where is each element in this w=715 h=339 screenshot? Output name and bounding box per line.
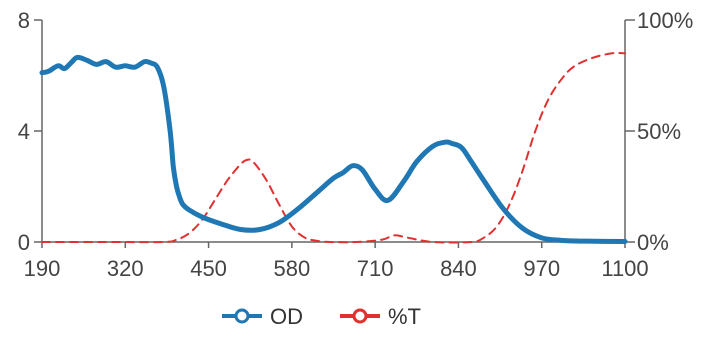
legend-label: %T — [388, 304, 421, 329]
x-tick-label: 710 — [357, 256, 394, 281]
x-tick-label: 840 — [440, 256, 477, 281]
series-line-transmission — [41, 51, 626, 244]
right-y-tick-label: 50% — [637, 119, 681, 144]
series-line-od — [39, 54, 628, 244]
x-tick-label: 190 — [24, 256, 61, 281]
x-tick-label: 450 — [190, 256, 227, 281]
right-y-tick-label: 100% — [637, 8, 693, 33]
left-y-tick-label: 4 — [18, 119, 30, 144]
legend: OD %T — [222, 304, 421, 329]
left-y-tick-label: 0 — [18, 230, 30, 255]
x-tick-label: 970 — [523, 256, 560, 281]
right-y-tick-label: 0% — [637, 230, 669, 255]
left-y-tick-label: 8 — [18, 8, 30, 33]
x-tick-label: 320 — [107, 256, 144, 281]
legend-marker-icon — [352, 308, 368, 324]
legend-label: OD — [270, 304, 303, 329]
ticks: 190 320 450 580 710 840 970 1100 0 4 8 0% 50% 100% — [18, 8, 694, 281]
x-tick-label: 580 — [273, 256, 310, 281]
legend-marker-icon — [234, 308, 250, 324]
series-layer — [39, 51, 628, 244]
x-tick-label: 1100 — [601, 256, 648, 281]
legend-item: %T — [340, 304, 421, 329]
legend-item: OD — [222, 304, 303, 329]
